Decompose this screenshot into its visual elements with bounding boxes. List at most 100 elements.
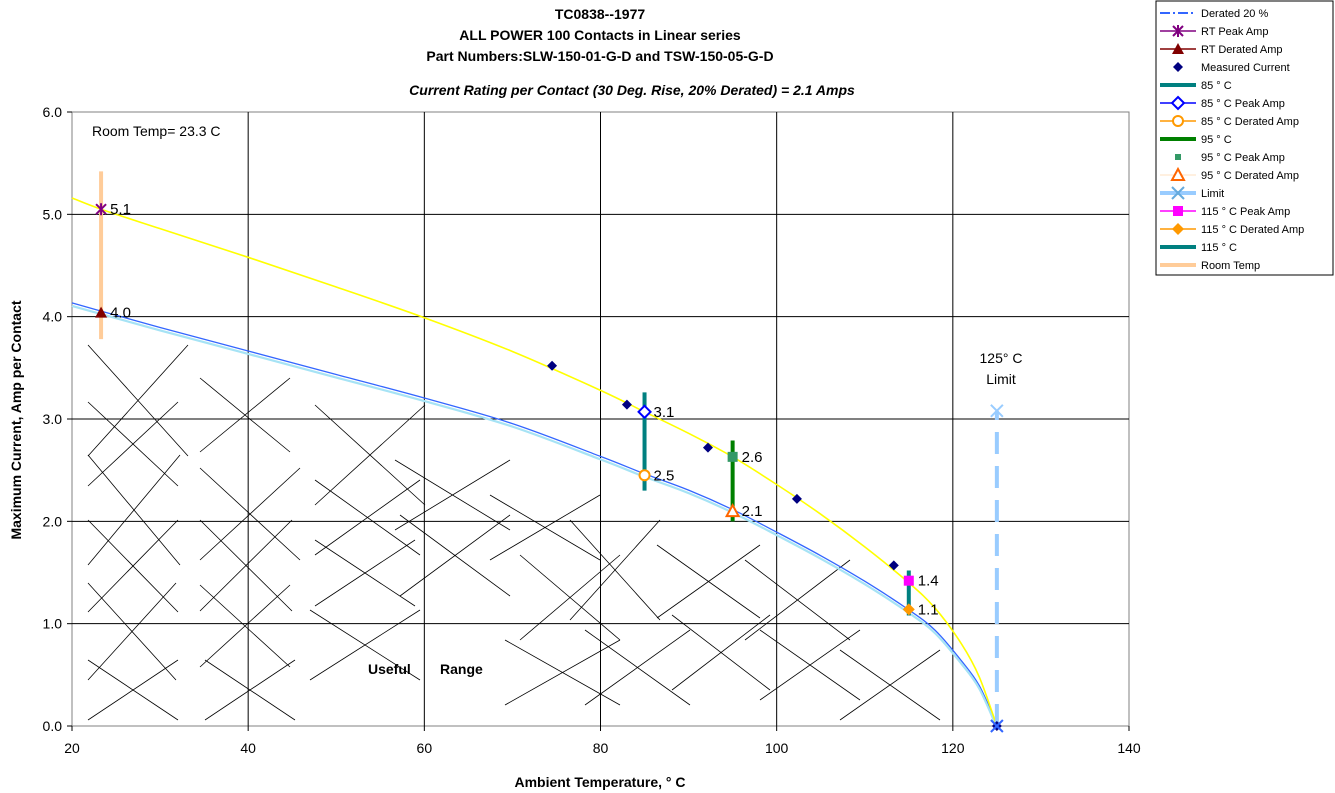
- hatch-line: [656, 544, 761, 619]
- measured-current-marker: [621, 399, 632, 410]
- x-tick-label: 100: [765, 740, 789, 756]
- hatch-line: [199, 519, 293, 612]
- legend-marker: [1170, 166, 1186, 181]
- series-layer: [71, 171, 999, 728]
- hatch-line: [314, 479, 421, 556]
- measured-current-marker: [791, 493, 802, 504]
- hatch-line: [759, 629, 861, 701]
- hatch-line: [519, 554, 621, 641]
- legend-marker: [1173, 206, 1183, 216]
- hatch-line: [399, 514, 511, 597]
- y-axis-label: Maximum Current, Amp per Contact: [8, 300, 24, 539]
- hatch-line: [584, 629, 691, 706]
- x-tick-labels: 20 40 60 80 100 120 140: [64, 740, 1141, 756]
- x-tick-label: 120: [941, 740, 965, 756]
- 95-c-derated-amp-marker: [724, 503, 741, 518]
- y-tick-label: 3.0: [43, 411, 63, 427]
- hatch-line: [744, 559, 851, 641]
- hatch-line: [309, 609, 421, 681]
- x-tick-label: 60: [417, 740, 433, 756]
- legend-item-measured-current: Measured Current: [1173, 62, 1290, 74]
- legend-label: 95 ° C Derated Amp: [1201, 170, 1299, 182]
- 85-c-peak-amp-marker: [637, 404, 652, 420]
- legend-item-85-c-derated-amp: 85 ° C Derated Amp: [1160, 115, 1299, 128]
- legend-item-room-temp: Room Temp: [1160, 260, 1260, 272]
- legend-label: 115 ° C: [1201, 242, 1237, 254]
- y-tick-labels: 0.0 1.0 2.0 3.0 4.0 5.0 6.0: [43, 104, 63, 734]
- limit-annotation-line-1: 125° C: [980, 350, 1023, 366]
- hatch-line: [314, 404, 426, 506]
- useful-range-label-1: Useful: [368, 661, 411, 677]
- x-tick-label: 80: [593, 740, 609, 756]
- legend-label: Room Temp: [1201, 260, 1260, 272]
- legend-label: 85 ° C: [1201, 80, 1232, 92]
- legend-item-rt-peak-amp: RT Peak Amp: [1160, 25, 1268, 38]
- legend-label: Limit: [1201, 188, 1224, 200]
- legend-marker: [1171, 186, 1185, 200]
- legend-label: RT Peak Amp: [1201, 26, 1268, 38]
- legend-item-85-c: 85 ° C: [1160, 80, 1232, 92]
- hatch-line: [87, 344, 189, 457]
- y-tick-label: 2.0: [43, 513, 63, 529]
- legend-item-115-c-derated-amp: 115 ° C Derated Amp: [1160, 223, 1304, 236]
- legend: Derated 20 % RT Peak Amp RT Derated Amp Mea…: [1160, 8, 1304, 272]
- legend-label: 85 ° C Derated Amp: [1201, 116, 1299, 128]
- chart-title-line-3: Part Numbers:SLW-150-01-G-D and TSW-150-…: [426, 48, 773, 64]
- x-tick-label: 20: [64, 740, 80, 756]
- y-tick-label: 1.0: [43, 616, 63, 632]
- legend-label: 95 ° C Peak Amp: [1201, 152, 1285, 164]
- hatch-line: [87, 454, 181, 566]
- hatch-line: [87, 519, 179, 613]
- 115-c-derated-amp-data-label: 1.1: [918, 601, 939, 618]
- legend-marker-stroke: [1171, 186, 1185, 200]
- measured-current-marker: [888, 560, 899, 571]
- hatch-line: [489, 494, 601, 561]
- hatch-line: [87, 582, 177, 681]
- hatch-line: [671, 614, 771, 691]
- legend-item-115-c: 115 ° C: [1160, 242, 1237, 254]
- legend-label: 85 ° C Peak Amp: [1201, 98, 1285, 110]
- rt-derated-amp-data-label: 4.0: [110, 305, 131, 322]
- 115-c-derated-amp-marker: [902, 603, 915, 616]
- x-tick-label: 140: [1117, 740, 1141, 756]
- hatch-line: [569, 519, 661, 621]
- limit-end-marker-stroke: [990, 719, 1004, 733]
- rt-peak-amp-marker: [95, 203, 107, 216]
- derated-20-line-edge: [71, 302, 998, 725]
- hatch-line: [199, 467, 301, 561]
- limit-annotation-line-2: Limit: [986, 371, 1016, 387]
- chart-title-line-2: ALL POWER 100 Contacts in Linear series: [459, 27, 741, 43]
- legend-label: Measured Current: [1201, 62, 1290, 74]
- 95-c-peak-amp-marker: [727, 451, 738, 462]
- hatch-line: [87, 659, 179, 721]
- hatch-pattern: [87, 344, 941, 721]
- y-tick-label: 5.0: [43, 206, 63, 222]
- limit-marker-stroke: [990, 404, 1004, 418]
- 95-c-peak-amp-data-label: 2.6: [742, 449, 763, 466]
- legend-marker: [1172, 223, 1184, 235]
- legend-marker: [1172, 43, 1184, 54]
- rt-peak-amp-data-label: 5.1: [110, 201, 131, 218]
- 95-c-derated-amp-data-label: 2.1: [742, 503, 763, 520]
- legend-item-rt-derated-amp: RT Derated Amp: [1160, 43, 1283, 56]
- rt-derated-amp-marker: [95, 306, 108, 318]
- legend-item-95-c-peak-amp: 95 ° C Peak Amp: [1175, 152, 1285, 164]
- hatch-line: [199, 584, 291, 668]
- y-tick-label: 0.0: [43, 718, 63, 734]
- y-tick-label: 4.0: [43, 309, 63, 325]
- x-axis-label: Ambient Temperature, ° C: [514, 774, 685, 790]
- hatch-line: [839, 649, 941, 721]
- measured-current-marker: [702, 442, 713, 453]
- 115-c-peak-amp-data-label: 1.4: [918, 573, 939, 590]
- legend-marker: [1172, 115, 1184, 127]
- 85-c-peak-amp-data-label: 3.1: [654, 404, 675, 421]
- room-temp-annotation: Room Temp= 23.3 C: [92, 123, 221, 139]
- legend-label: 115 ° C Derated Amp: [1201, 224, 1304, 236]
- 115-c-peak-amp-marker: [903, 575, 914, 586]
- data-label-layer: 5.1 4.0 3.1 2.5 2.6 2.1 1.4 1.1: [110, 201, 939, 618]
- 85-c-derated-amp-data-label: 2.5: [654, 467, 675, 484]
- legend-item-derated-20: Derated 20 %: [1160, 8, 1268, 20]
- peak-amp-curve-line: [71, 197, 998, 727]
- legend-item-115-c-peak-amp: 115 ° C Peak Amp: [1160, 206, 1290, 218]
